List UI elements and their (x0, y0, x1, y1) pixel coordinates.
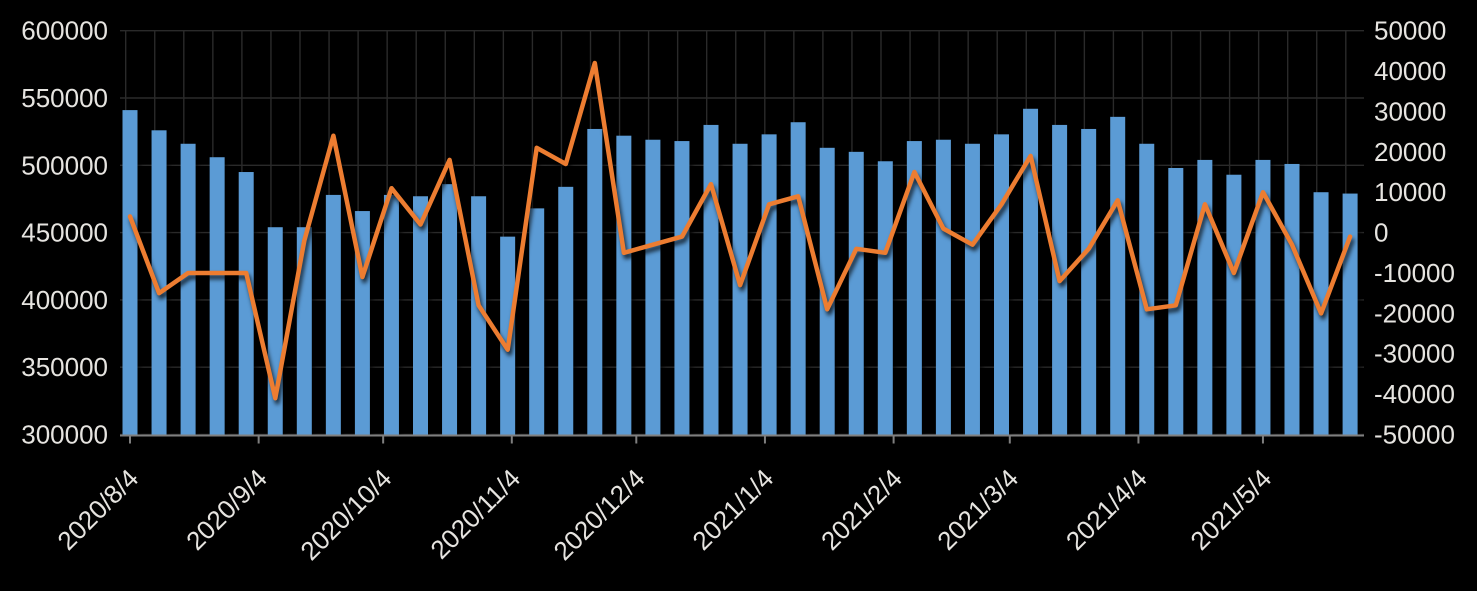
bar[interactable] (529, 208, 545, 435)
bar[interactable] (703, 124, 719, 435)
bar[interactable] (819, 147, 835, 435)
bar[interactable] (1110, 116, 1126, 435)
line-series[interactable] (127, 60, 1353, 401)
y-axis-right-label: 0 (1374, 218, 1388, 248)
y-axis-right-label: -50000 (1374, 420, 1455, 450)
bar[interactable] (442, 184, 458, 435)
y-axis-left-label: 600000 (21, 16, 108, 46)
bar[interactable] (151, 130, 167, 435)
y-axis-right-label: -10000 (1374, 258, 1455, 288)
bar[interactable] (790, 122, 806, 435)
y-axis-left-label: 400000 (21, 285, 108, 315)
bar[interactable] (238, 172, 254, 435)
bar[interactable] (674, 141, 690, 435)
y-axis-right-label: 40000 (1374, 56, 1446, 86)
bar[interactable] (1139, 143, 1155, 435)
bar[interactable] (1023, 108, 1039, 435)
bar[interactable] (1284, 163, 1300, 435)
bar[interactable] (413, 196, 428, 435)
bar[interactable] (848, 151, 864, 435)
left-axis-labels[interactable]: 600000 550000 500000 450000 400000 350000 3000… (21, 16, 108, 450)
right-axis-labels[interactable]: 50000 40000 30000 20000 10000 0 -10000 -20000 -3… (1374, 16, 1455, 450)
y-axis-right-label: -40000 (1374, 379, 1455, 409)
bar[interactable] (964, 143, 980, 435)
bar[interactable] (558, 186, 574, 435)
y-axis-left-label: 450000 (21, 218, 108, 248)
bar[interactable] (383, 194, 399, 435)
bar[interactable] (616, 135, 632, 435)
y-axis-right-label: 50000 (1374, 16, 1446, 46)
y-axis-right-label: 20000 (1374, 137, 1446, 167)
bar[interactable] (732, 143, 748, 435)
bar[interactable] (296, 227, 312, 435)
bar[interactable] (1342, 193, 1358, 435)
x-axis[interactable] (120, 434, 1364, 444)
y-axis-right-label: 30000 (1374, 96, 1446, 126)
bar[interactable] (267, 227, 283, 435)
bar[interactable] (1226, 174, 1242, 435)
bar[interactable] (209, 157, 225, 435)
bar[interactable] (645, 139, 661, 435)
y-axis-left-label: 350000 (21, 352, 108, 382)
bar[interactable] (180, 143, 196, 435)
bar[interactable] (877, 161, 893, 435)
bar[interactable] (1197, 159, 1213, 435)
change-line[interactable] (127, 60, 1353, 401)
bar[interactable] (994, 134, 1009, 435)
bar[interactable] (935, 139, 951, 435)
bar[interactable] (587, 128, 603, 435)
bar[interactable] (761, 134, 777, 435)
y-axis-left-label: 550000 (21, 83, 108, 113)
bar[interactable] (122, 110, 138, 435)
bar[interactable] (325, 194, 341, 435)
y-axis-right-label: -20000 (1374, 298, 1455, 328)
bar[interactable] (1255, 159, 1271, 435)
y-axis-right-label: -30000 (1374, 339, 1455, 369)
y-axis-right-label: 10000 (1374, 177, 1446, 207)
y-axis-left-label: 500000 (21, 150, 108, 180)
y-axis-left-label: 300000 (21, 420, 108, 450)
bar-series[interactable] (122, 108, 1358, 435)
bar[interactable] (1081, 128, 1097, 435)
bar[interactable] (471, 196, 487, 435)
bar[interactable] (906, 141, 922, 435)
